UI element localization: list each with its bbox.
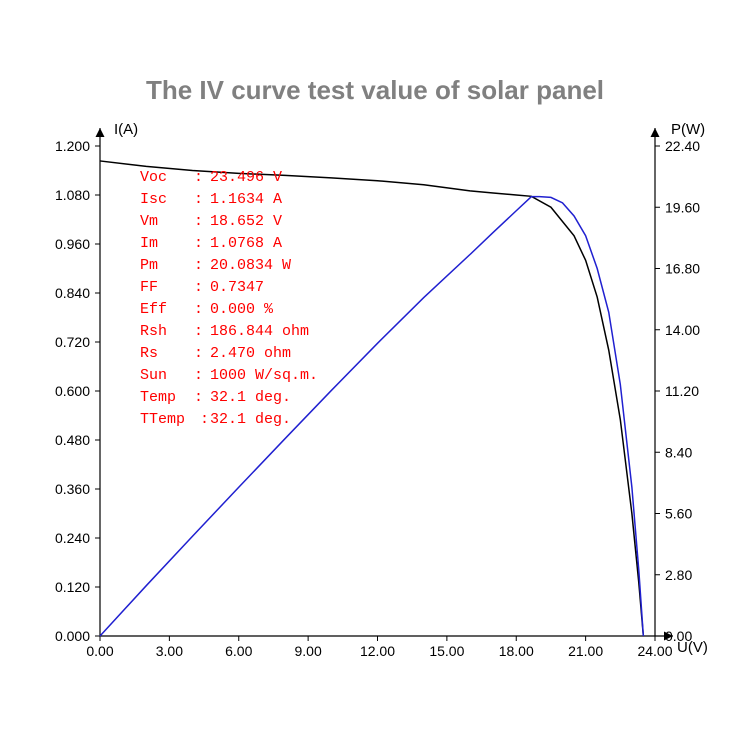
y-right-tick-label: 8.40 [665, 444, 692, 460]
param-value: 0.7347 [210, 279, 264, 296]
y-right-tick-label: 2.80 [665, 567, 692, 583]
x-axis-title: U(V) [677, 639, 708, 656]
param-key: Voc [140, 169, 167, 186]
y-left-tick-label: 0.600 [55, 383, 90, 399]
x-tick-label: 0.00 [86, 643, 113, 659]
param-value: 18.652 V [210, 213, 282, 230]
param-value: 20.0834 W [210, 257, 291, 274]
y-right-tick-label: 5.60 [665, 506, 692, 522]
x-tick-label: 24.00 [637, 643, 672, 659]
param-value: 1000 W/sq.m. [210, 367, 318, 384]
param-key: Rsh [140, 323, 167, 340]
y-right-tick-label: 22.40 [665, 138, 700, 154]
param-key: Isc [140, 191, 167, 208]
param-key: Vm [140, 213, 158, 230]
y-left-tick-label: 0.720 [55, 334, 90, 350]
param-sep: : [194, 257, 203, 274]
iv-curve-chart: 0.00 3.00 6.00 9.00 12.00 15.00 18.00 21.00 24.0… [0, 106, 750, 716]
param-value: 186.844 ohm [210, 323, 309, 340]
y-left-tick-label: 0.120 [55, 579, 90, 595]
x-tick-label: 9.00 [295, 643, 322, 659]
param-sep: : [194, 301, 203, 318]
param-value: 0.000 % [210, 301, 274, 318]
param-sep: : [194, 279, 203, 296]
param-key: Rs [140, 345, 158, 362]
y-left-tick-label: 1.200 [55, 138, 90, 154]
param-key: Sun [140, 367, 167, 384]
param-sep: : [194, 213, 203, 230]
param-sep: : [194, 323, 203, 340]
x-tick-label: 15.00 [429, 643, 464, 659]
y-left-tick-label: 0.960 [55, 236, 90, 252]
param-value: 1.1634 A [210, 191, 282, 208]
y-left-tick-label: 0.000 [55, 628, 90, 644]
y-left-tick-label: 0.240 [55, 530, 90, 546]
param-value: 1.0768 A [210, 235, 282, 252]
x-tick-label: 18.00 [499, 643, 534, 659]
x-tick-label: 6.00 [225, 643, 252, 659]
param-key: TTemp [140, 411, 185, 428]
param-key: Eff [140, 301, 167, 318]
y-right-axis-title: P(W) [671, 121, 705, 138]
y-left-axis-arrow [96, 128, 105, 137]
param-key: Temp [140, 389, 176, 406]
iv-curve [100, 161, 643, 636]
y-right-tick-label: 19.60 [665, 199, 700, 215]
y-left-tick-label: 1.080 [55, 187, 90, 203]
x-tick-label: 12.00 [360, 643, 395, 659]
param-key: Im [140, 235, 158, 252]
y-right-tick-label: 14.00 [665, 322, 700, 338]
param-sep: : [194, 235, 203, 252]
param-key: FF [140, 279, 158, 296]
param-key: Pm [140, 257, 158, 274]
param-value: 32.1 deg. [210, 411, 291, 428]
y-right-tick-label: 16.80 [665, 261, 700, 277]
param-value: 32.1 deg. [210, 389, 291, 406]
y-left-tick-label: 0.480 [55, 432, 90, 448]
param-value: 23.496 V [210, 169, 282, 186]
y-left-tick-label: 0.360 [55, 481, 90, 497]
param-sep: : [194, 367, 203, 384]
param-value: 2.470 ohm [210, 345, 291, 362]
x-tick-label: 3.00 [156, 643, 183, 659]
param-sep: : [194, 169, 203, 186]
param-sep: : [200, 411, 209, 428]
param-sep: : [194, 191, 203, 208]
chart-title: The IV curve test value of solar panel [0, 0, 750, 106]
y-right-axis-arrow [651, 128, 660, 137]
x-tick-label: 21.00 [568, 643, 603, 659]
y-left-axis-title: I(A) [114, 121, 138, 138]
param-sep: : [194, 345, 203, 362]
y-right-tick-label: 11.20 [665, 383, 699, 399]
y-left-tick-label: 0.840 [55, 285, 90, 301]
param-sep: : [194, 389, 203, 406]
